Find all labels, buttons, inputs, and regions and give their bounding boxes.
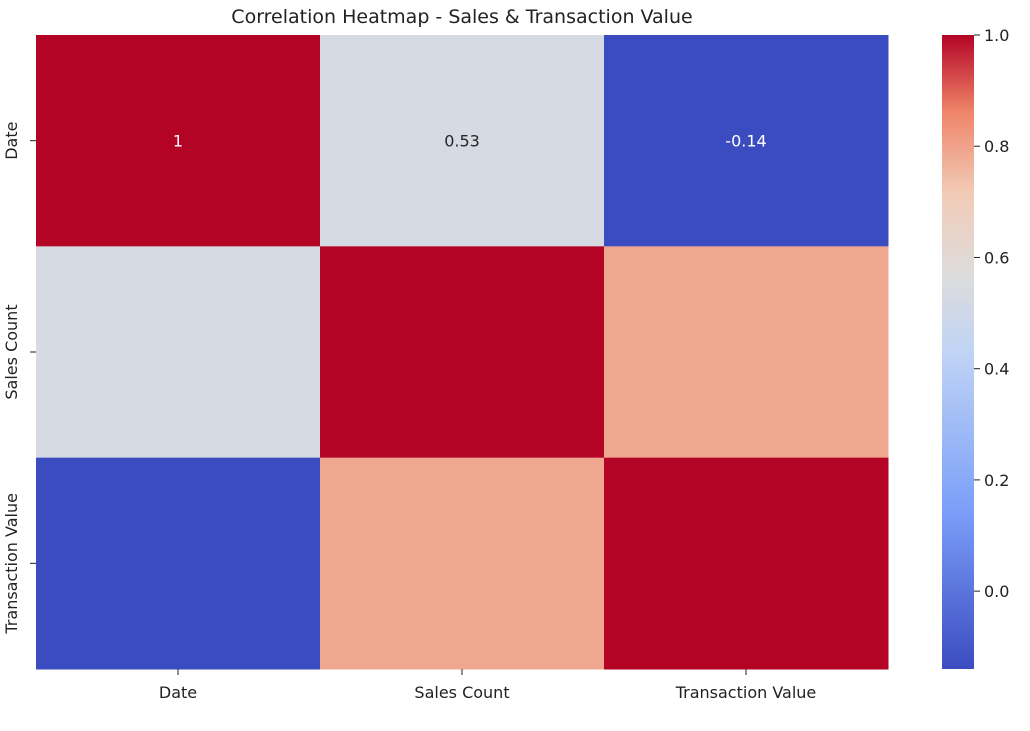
heatmap-cell xyxy=(604,457,889,670)
cell-annotation: -0.14 xyxy=(725,132,766,151)
heatmap-cell xyxy=(36,246,321,459)
heatmap-cell xyxy=(604,246,889,459)
cell-annotation: 0.53 xyxy=(444,132,480,151)
colorbar-tick-label: 0.0 xyxy=(984,582,1009,601)
colorbar-ticks: 0.0 0.2 0.4 0.6 0.8 1.0 xyxy=(974,26,1009,601)
x-axis: Date Sales Count Transaction Value xyxy=(159,669,816,702)
heatmap-cell xyxy=(36,35,321,247)
cell-annotations: 1 0.53 -0.14 xyxy=(173,132,767,151)
heatmap-cell xyxy=(36,457,321,670)
heatmap-cells xyxy=(36,35,889,670)
y-tick-label: Sales Count xyxy=(2,304,21,399)
colorbar xyxy=(942,35,974,669)
x-tick-label: Sales Count xyxy=(414,683,509,702)
colorbar-tick-label: 0.4 xyxy=(984,360,1009,379)
colorbar-tick-label: 0.8 xyxy=(984,137,1009,156)
cell-annotation: 1 xyxy=(173,132,183,151)
x-tick-label: Date xyxy=(159,683,197,702)
heatmap-cell xyxy=(320,35,605,247)
y-tick-label: Transaction Value xyxy=(2,493,21,635)
x-tick-label: Transaction Value xyxy=(675,683,817,702)
heatmap-cell xyxy=(320,457,605,670)
colorbar-tick-label: 0.6 xyxy=(984,248,1009,267)
y-axis: Date Sales Count Transaction Value xyxy=(2,122,36,635)
heatmap-cell xyxy=(320,246,605,459)
colorbar-tick-label: 0.2 xyxy=(984,471,1009,490)
chart-title: Correlation Heatmap - Sales & Transactio… xyxy=(231,6,692,28)
colorbar-tick-label: 1.0 xyxy=(984,26,1009,45)
y-tick-label: Date xyxy=(2,122,21,160)
heatmap-cell xyxy=(604,35,889,247)
